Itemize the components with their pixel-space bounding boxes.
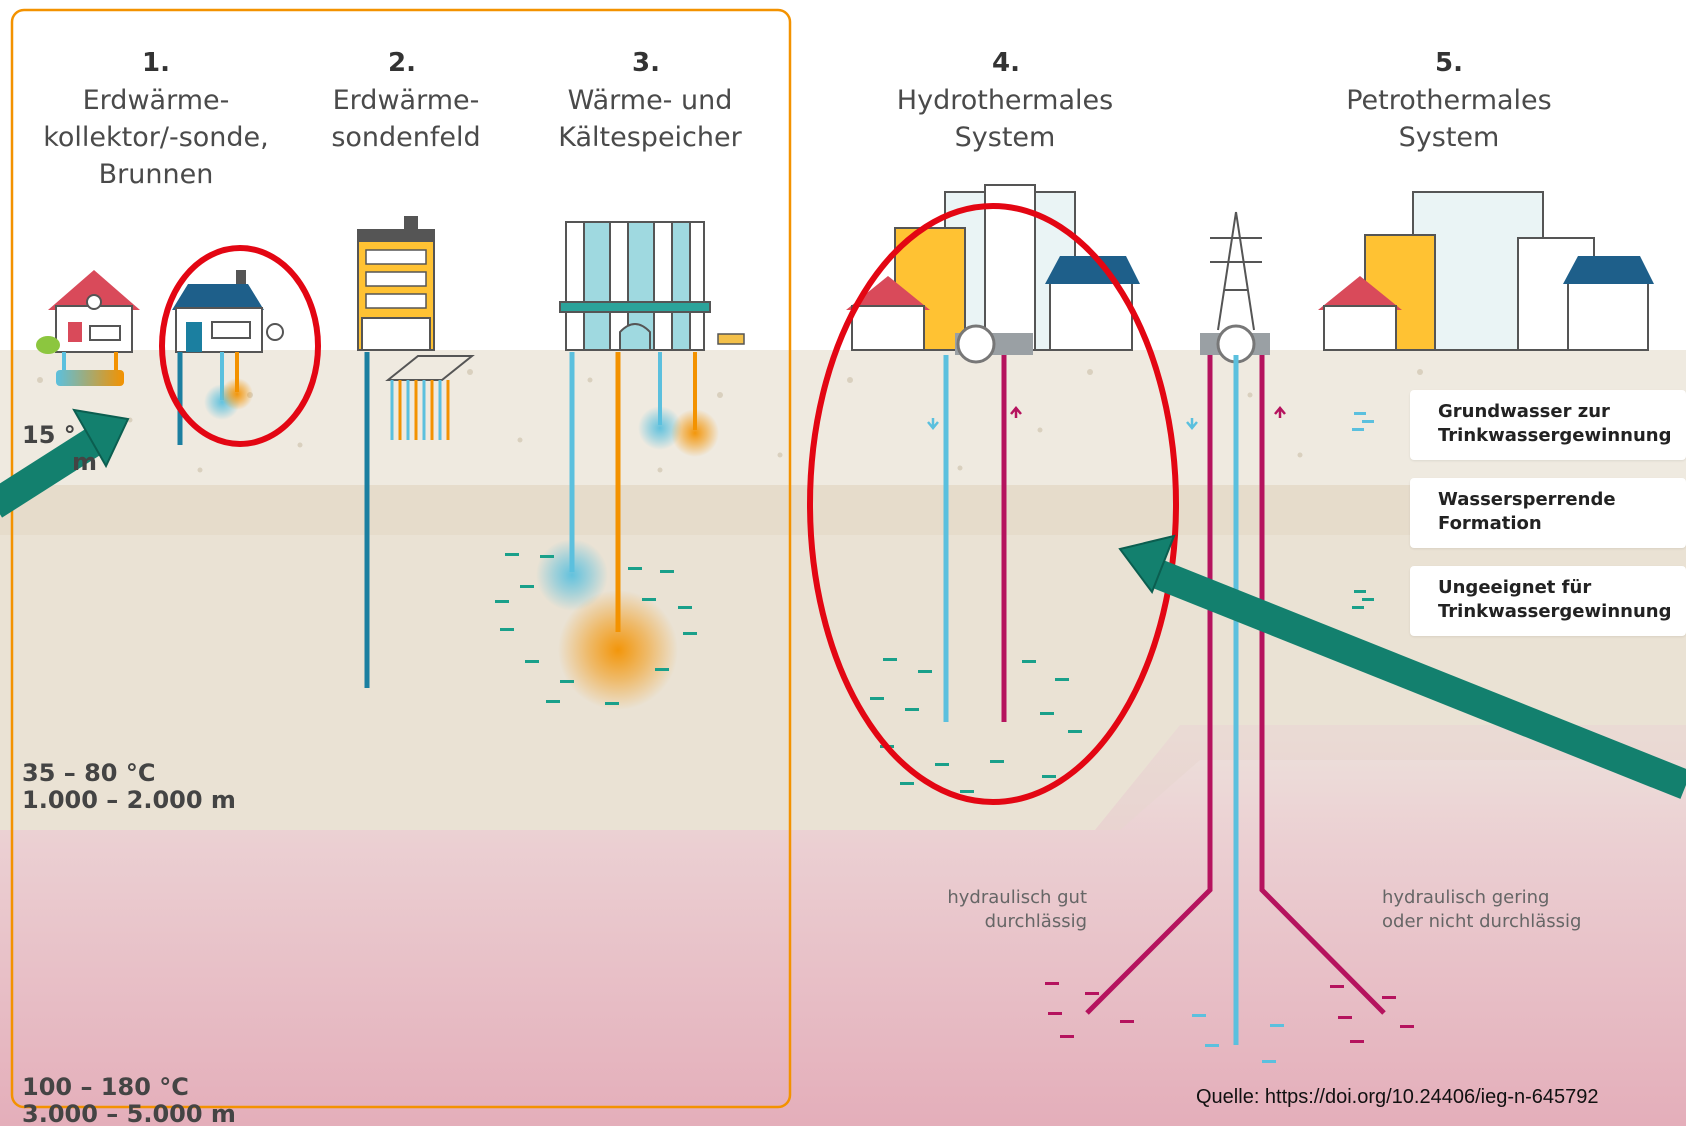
near-surface-frame [10,8,792,1109]
reservoir-transition [1095,725,1686,830]
system-3-title-line: Wärme- und [567,85,733,116]
system-5-title-line: System [1398,122,1500,153]
legend-line: Trinkwassergewinnung [1438,601,1672,622]
legend-line: Ungeeignet für [1438,577,1592,598]
system-5-wells [1045,355,1414,1063]
permeability-line: hydraulisch gering [1382,887,1550,908]
aquifer-dots [495,553,697,705]
system-3-number: 3. [632,48,660,78]
system-4-number: 4. [992,48,1020,78]
system-1-title-line: Brunnen [98,159,214,190]
system-1-title-line: Erdwärme- [82,85,230,116]
apartment-building-icon [357,216,435,351]
legend-saline-box [1410,566,1686,636]
legend-line: Formation [1438,513,1542,534]
pointer-arrow-left [0,408,130,518]
permeability-line: oder nicht durchlässig [1382,911,1582,932]
probe-field [385,355,475,440]
system-5-title: Petrothermales System [1324,82,1574,156]
system-2-title-line: Erdwärme- [332,85,480,116]
highlight-circle-hydrothermal [807,203,1179,805]
depth-range: 3.000 – 5.000 m [22,1100,236,1126]
depth-label-deep: 100 – 180 °C 3.000 – 5.000 m [22,1074,236,1126]
blue-house-icon [172,270,284,353]
system-5-title-line: Petrothermales [1346,85,1552,116]
permeability-line: hydraulisch gut [947,887,1087,908]
system-4-title: Hydrothermales System [880,82,1130,156]
office-building-icon [559,221,745,351]
heat-exchanger-icon [956,324,996,364]
legend-saline-symbol [1352,590,1374,609]
system-2-number: 2. [388,48,416,78]
permeability-good-label: hydraulisch gut durchlässig [912,886,1087,934]
highlight-circle-system-1 [159,245,321,447]
depth-range: m [72,448,98,476]
legend-groundwater-box [1410,390,1686,460]
system-1-number: 1. [142,48,170,78]
legend-aquitard-box [1410,478,1686,548]
system-2-title-line: sondenfeld [331,122,481,153]
small-house-icon [36,270,140,354]
legend-line: Wassersperrende [1438,489,1616,510]
system-3-title-line: Kältespeicher [558,122,742,153]
legend-aquitard-label: Wassersperrende Formation [1438,488,1616,536]
legend-groundwater-symbol [1352,412,1374,431]
system-2-illustration [357,216,475,688]
system-5-number: 5. [1435,48,1463,78]
legend-saline-label: Ungeeignet für Trinkwassergewinnung [1438,576,1671,624]
temperature-range: 15 ° [22,421,76,449]
legend-line: Grundwasser zur [1438,401,1610,422]
petrothermal-buildings-icon [1318,191,1654,351]
injection-well-left [1085,355,1213,1015]
depth-label-medium: 35 – 80 °C 1.000 – 2.000 m [22,760,236,814]
system-1-illustration [36,270,284,445]
system-1-title: Erdwärme- kollektor/-sonde, Brunnen [20,82,292,193]
pointer-arrow-right [1118,534,1686,799]
permeability-poor-label: hydraulisch gering oder nicht durchlässi… [1382,886,1642,934]
system-3-illustration [495,221,745,710]
temperature-range: 100 – 180 °C [22,1073,189,1101]
city-buildings-icon [846,184,1140,351]
depth-label-shallow: 15 ° m [22,422,97,476]
permeability-line: durchlässig [984,911,1087,932]
system-4-title-line: Hydrothermales [896,85,1114,116]
power-pylon-icon [1210,211,1262,331]
system-2-title: Erdwärme- sondenfeld [296,82,516,156]
source-citation: Quelle: https://doi.org/10.24406/ieg-n-6… [1196,1086,1599,1108]
injection-well-right [1259,355,1386,1015]
temperature-range: 35 – 80 °C [22,759,156,787]
system-3-title: Wärme- und Kältespeicher [530,82,770,156]
system-1-title-line: kollektor/-sonde, [43,122,269,153]
aquitard-layer [0,485,1686,535]
depth-range: 1.000 – 2.000 m [22,786,236,814]
legend-line: Trinkwassergewinnung [1438,425,1672,446]
system-4-illustration [846,184,1140,793]
system-4-title-line: System [954,122,1056,153]
legend-groundwater-label: Grundwasser zur Trinkwassergewinnung [1438,400,1671,448]
ground-collector [56,370,124,386]
shallow-aquifer-layer [0,350,1686,485]
